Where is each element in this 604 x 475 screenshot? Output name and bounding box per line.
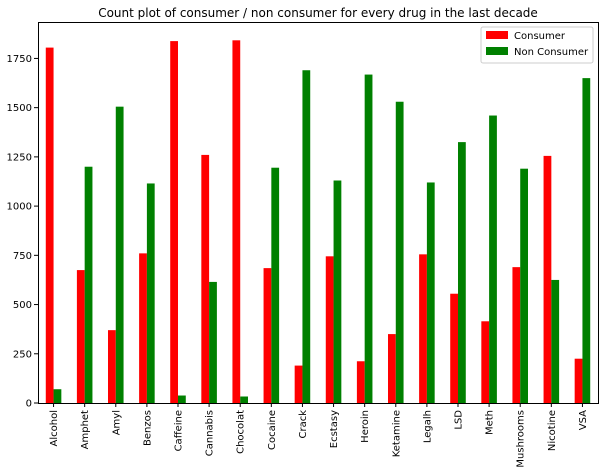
- x-tick-label-lsd: LSD: [454, 410, 465, 430]
- bar-consumer-alcohol: [45, 47, 54, 403]
- bar-non-consumer-cocaine: [271, 167, 280, 403]
- y-tick-label: 250: [13, 349, 32, 360]
- bar-consumer-amyl: [108, 330, 116, 403]
- bar-non-consumer-lsd: [458, 142, 466, 404]
- bar-consumer-cocaine: [263, 268, 272, 403]
- x-tick-label-caffeine: Caffeine: [174, 410, 185, 451]
- x-tick-label-alcohol: Alcohol: [49, 410, 60, 446]
- legend-swatch-non-consumer: [486, 47, 508, 55]
- x-tick-label-amyl: Amyl: [111, 410, 122, 435]
- bar-non-consumer-ecstasy: [333, 180, 342, 403]
- bar-non-consumer-crack: [302, 70, 311, 404]
- chart-title: Count plot of consumer / non consumer fo…: [98, 6, 538, 20]
- x-tick-label-heroin: Heroin: [360, 410, 371, 443]
- x-tick-label-amphet: Amphet: [80, 410, 91, 449]
- y-tick-label: 0: [26, 399, 32, 410]
- x-tick-label-mushrooms: Mushrooms: [516, 410, 527, 468]
- x-tick-label-ketamine: Ketamine: [391, 410, 402, 457]
- legend: Consumer Non Consumer: [480, 26, 594, 64]
- bar-consumer-nicotine: [543, 155, 552, 403]
- bar-non-consumer-amphet: [84, 166, 93, 403]
- x-tick-label-cannabis: Cannabis: [205, 410, 216, 456]
- bar-non-consumer-vsa: [582, 78, 591, 404]
- bar-consumer-mushrooms: [512, 267, 521, 403]
- y-tick-label: 750: [13, 251, 32, 262]
- bar-consumer-cannabis: [201, 154, 210, 403]
- x-tick-label-legalh: Legalh: [422, 410, 433, 443]
- bar-non-consumer-chocolat: [240, 396, 248, 403]
- y-tick-label: 1250: [7, 152, 32, 163]
- bar-non-consumer-heroin: [364, 74, 373, 403]
- x-tick-label-cocaine: Cocaine: [267, 410, 278, 450]
- bar-non-consumer-amyl: [115, 106, 124, 404]
- bar-non-consumer-alcohol: [53, 389, 62, 403]
- bar-non-consumer-benzos: [146, 183, 155, 403]
- x-tick-label-crack: Crack: [298, 410, 309, 439]
- bar-consumer-benzos: [139, 253, 147, 403]
- bar-consumer-vsa: [574, 358, 583, 403]
- y-axis: 0 250 500 750 1000 1250 1500 1750: [7, 54, 38, 410]
- legend-box: [480, 26, 594, 64]
- bar-consumer-chocolat: [232, 40, 241, 404]
- legend-label-consumer: Consumer: [514, 31, 566, 42]
- bar-consumer-meth: [481, 321, 490, 403]
- bar-non-consumer-meth: [489, 115, 497, 403]
- bar-consumer-heroin: [356, 361, 365, 403]
- bar-consumer-caffeine: [170, 41, 178, 403]
- bar-consumer-amphet: [76, 270, 85, 403]
- y-tick-label: 500: [13, 300, 32, 311]
- x-tick-label-chocolat: Chocolat: [236, 410, 247, 454]
- y-tick-label: 1500: [7, 103, 32, 114]
- x-tick-label-meth: Meth: [485, 410, 496, 435]
- y-tick-label: 1750: [7, 54, 32, 65]
- x-tick-label-benzos: Benzos: [142, 410, 153, 446]
- x-tick-label-nicotine: Nicotine: [547, 410, 558, 451]
- legend-label-non-consumer: Non Consumer: [514, 47, 589, 58]
- bar-consumer-legalh: [419, 254, 427, 403]
- x-tick-label-ecstasy: Ecstasy: [329, 410, 340, 448]
- y-tick-label: 1000: [7, 202, 32, 213]
- bar-consumer-lsd: [450, 293, 458, 403]
- bar-non-consumer-mushrooms: [520, 168, 528, 403]
- bar-non-consumer-ketamine: [395, 101, 404, 404]
- bar-non-consumer-legalh: [426, 182, 435, 403]
- bar-non-consumer-cannabis: [209, 281, 217, 403]
- x-tick-label-vsa: VSA: [578, 410, 589, 430]
- bar-consumer-crack: [294, 365, 303, 403]
- x-axis: Alcohol Amphet Amyl Benzos Caffeine Cannabis C…: [49, 403, 589, 468]
- bar-non-consumer-nicotine: [551, 279, 560, 403]
- bar-non-consumer-caffeine: [178, 395, 186, 403]
- bars-layer: [45, 40, 591, 404]
- plot-frame: [38, 22, 599, 404]
- legend-swatch-consumer: [486, 31, 508, 39]
- bar-consumer-ketamine: [388, 334, 396, 403]
- bar-consumer-ecstasy: [325, 256, 334, 403]
